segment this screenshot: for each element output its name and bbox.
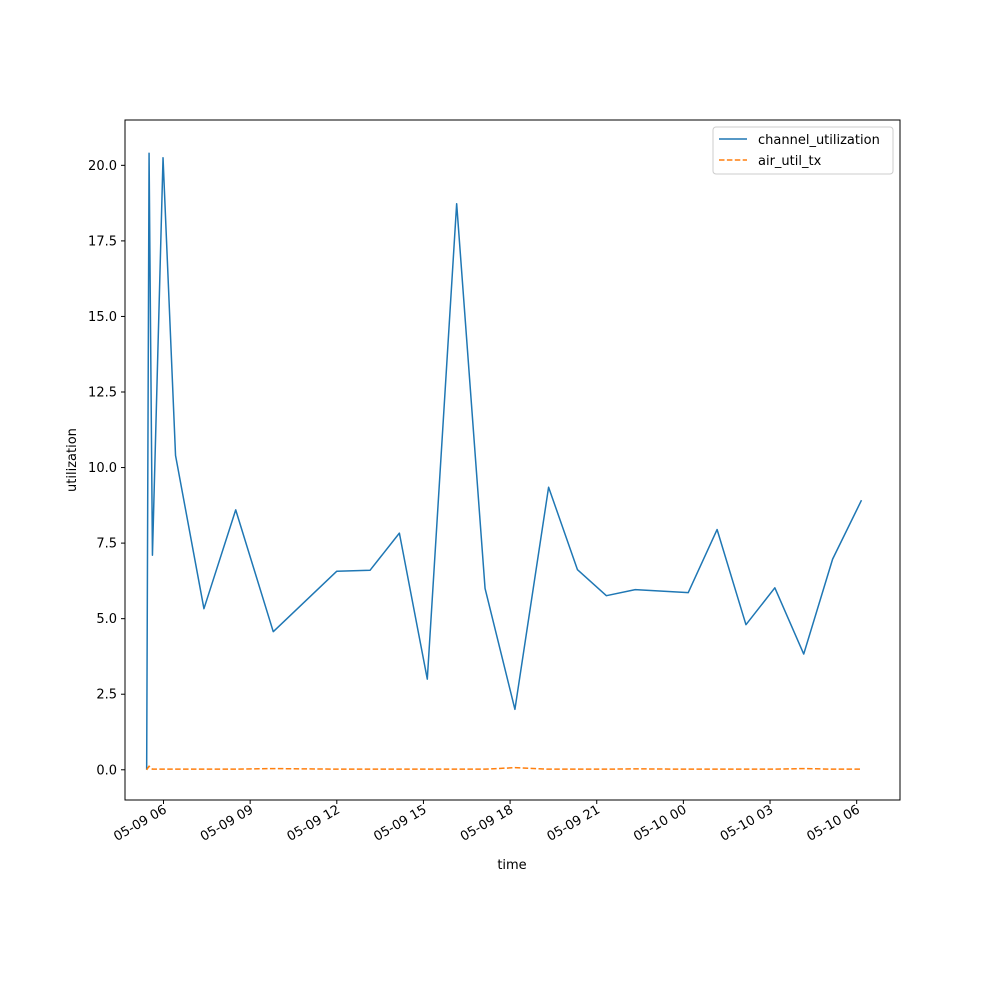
series-line-channel-utilization bbox=[145, 152, 863, 770]
series-line-air-util-tx bbox=[146, 765, 862, 771]
plot-frame bbox=[124, 119, 901, 801]
y-tick-label: 7.5 bbox=[96, 537, 117, 552]
y-axis-title: utilization bbox=[65, 428, 80, 492]
legend-box bbox=[712, 126, 894, 175]
y-tick-label: 17.5 bbox=[88, 234, 117, 249]
y-axis: 0.0 2.5 5.0 7.5 10.0 12.5 15.0 17.5 20.0 bbox=[88, 159, 125, 778]
y-tick-label: 0.0 bbox=[96, 763, 117, 778]
legend-label-air-util-tx: air_util_tx bbox=[758, 154, 822, 169]
y-tick-label: 15.0 bbox=[88, 310, 117, 325]
plot-lines bbox=[145, 152, 863, 771]
x-axis-title: time bbox=[497, 858, 526, 873]
legend-label-channel-utilization: channel_utilization bbox=[758, 133, 880, 148]
y-tick-label: 5.0 bbox=[96, 612, 117, 627]
y-tick-label: 2.5 bbox=[96, 688, 117, 703]
y-tick-label: 20.0 bbox=[88, 159, 117, 174]
y-tick-label: 10.0 bbox=[88, 461, 117, 476]
legend: channel_utilization air_util_tx bbox=[712, 126, 894, 175]
y-tick-label: 12.5 bbox=[88, 386, 117, 401]
